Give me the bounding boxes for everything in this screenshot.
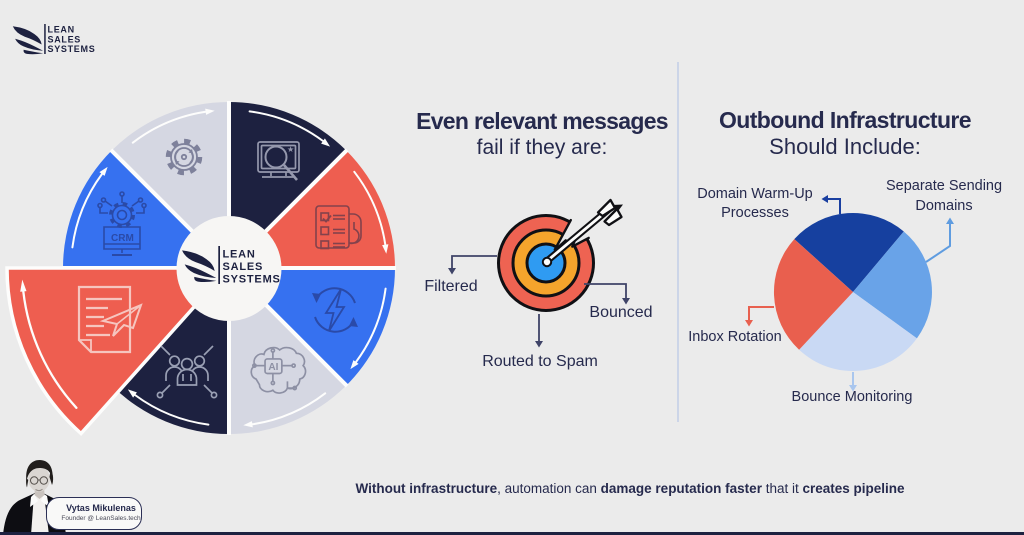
svg-text:LEAN: LEAN	[223, 249, 256, 261]
svg-text:CRM: CRM	[111, 233, 134, 244]
svg-text:AI: AI	[268, 362, 278, 373]
svg-text:SYSTEMS: SYSTEMS	[48, 44, 96, 54]
svg-text:SYSTEMS: SYSTEMS	[223, 274, 281, 286]
svg-text:★: ★	[287, 145, 294, 154]
svg-text:SALES: SALES	[48, 34, 82, 44]
svg-text:LEAN: LEAN	[48, 25, 75, 35]
svg-text:SALES: SALES	[223, 261, 264, 273]
